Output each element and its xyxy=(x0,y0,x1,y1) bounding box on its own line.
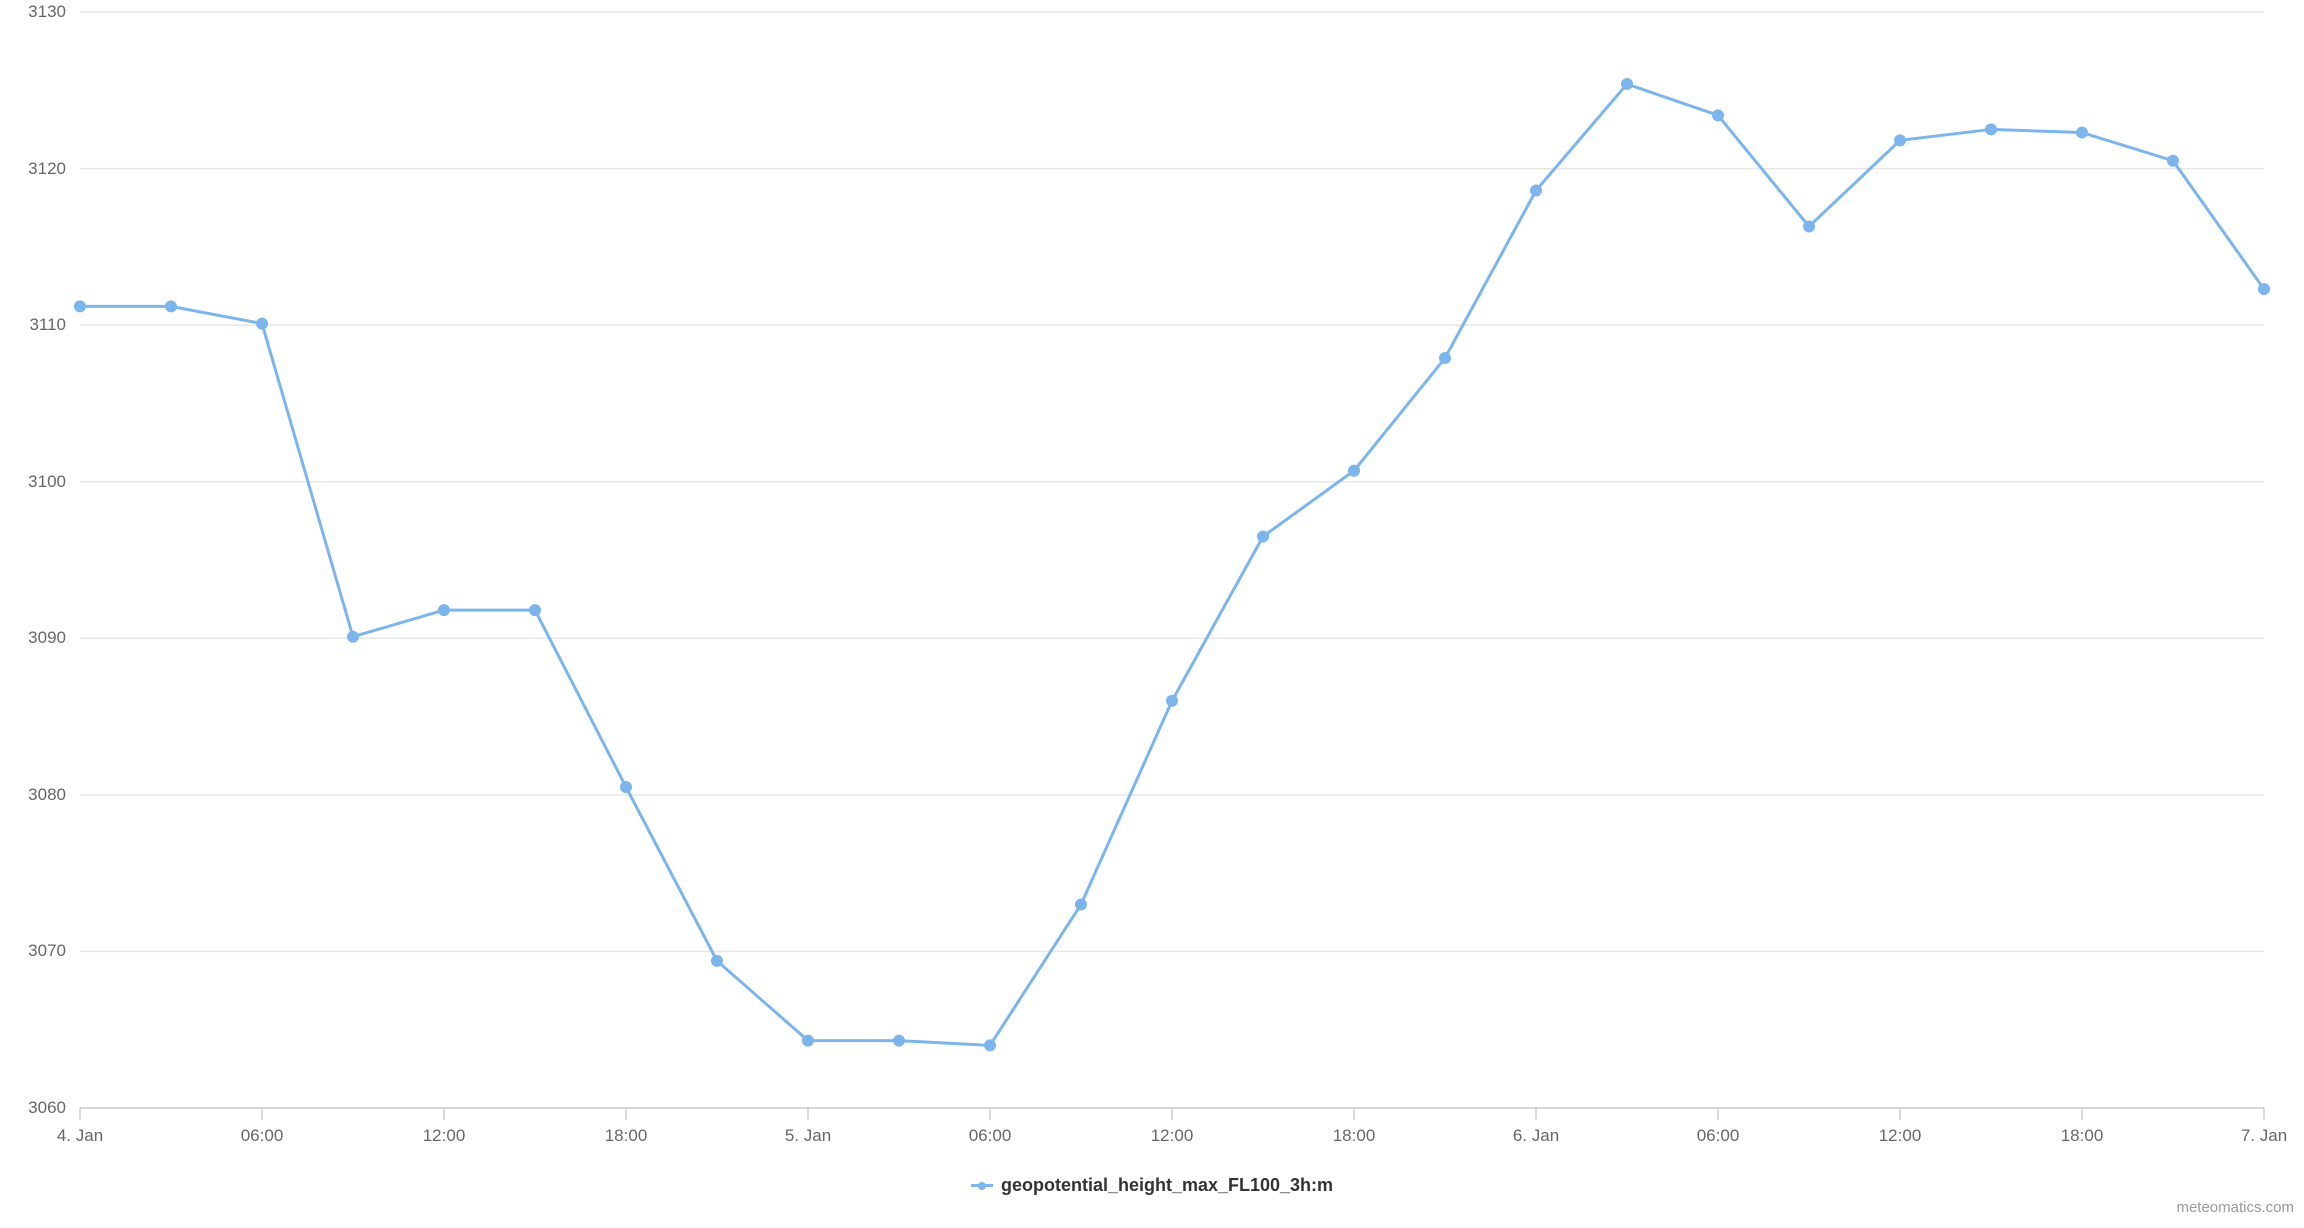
x-tick-label: 18:00 xyxy=(1333,1126,1376,1146)
credits-link[interactable]: meteomatics.com xyxy=(2176,1199,2294,1216)
x-tick-label: 7. Jan xyxy=(2241,1126,2287,1146)
x-tick-label: 18:00 xyxy=(2061,1126,2104,1146)
x-tick-label: 18:00 xyxy=(605,1126,648,1146)
chart-container: 3060 3070 3080 3090 3100 3110 3120 3130 4. Jan 0… xyxy=(0,0,2304,1228)
series-marker[interactable] xyxy=(256,318,268,330)
y-tick-label: 3080 xyxy=(0,785,66,805)
y-tick-label: 3130 xyxy=(0,2,66,22)
series-marker[interactable] xyxy=(1985,123,1997,135)
series-marker[interactable] xyxy=(620,781,632,793)
series-marker[interactable] xyxy=(1621,78,1633,90)
series-line xyxy=(80,84,2264,1045)
series-marker[interactable] xyxy=(2258,283,2270,295)
series-marker[interactable] xyxy=(711,955,723,967)
x-tick-label: 4. Jan xyxy=(57,1126,103,1146)
series-marker[interactable] xyxy=(438,604,450,616)
series-marker[interactable] xyxy=(1075,898,1087,910)
series-marker[interactable] xyxy=(893,1035,905,1047)
series-marker[interactable] xyxy=(802,1035,814,1047)
x-tick-label: 12:00 xyxy=(423,1126,466,1146)
series-marker[interactable] xyxy=(74,300,86,312)
series-marker[interactable] xyxy=(2167,155,2179,167)
y-tick-label: 3060 xyxy=(0,1098,66,1118)
x-tick-label: 06:00 xyxy=(241,1126,284,1146)
legend-label: geopotential_height_max_FL100_3h:m xyxy=(1001,1175,1333,1196)
series-marker[interactable] xyxy=(1712,109,1724,121)
x-tick-label: 6. Jan xyxy=(1513,1126,1559,1146)
y-tick-label: 3100 xyxy=(0,472,66,492)
series-marker[interactable] xyxy=(984,1039,996,1051)
x-tick-label: 06:00 xyxy=(1697,1126,1740,1146)
series-marker[interactable] xyxy=(1348,465,1360,477)
legend-swatch xyxy=(971,1184,993,1187)
x-tick-label: 5. Jan xyxy=(785,1126,831,1146)
series-marker[interactable] xyxy=(1166,695,1178,707)
series-marker[interactable] xyxy=(1439,352,1451,364)
y-tick-label: 3110 xyxy=(0,315,66,335)
series-marker[interactable] xyxy=(529,604,541,616)
series-marker[interactable] xyxy=(1257,531,1269,543)
series-marker[interactable] xyxy=(165,300,177,312)
y-tick-label: 3070 xyxy=(0,941,66,961)
series-marker[interactable] xyxy=(1803,221,1815,233)
series-marker[interactable] xyxy=(347,631,359,643)
y-tick-label: 3090 xyxy=(0,628,66,648)
y-tick-label: 3120 xyxy=(0,159,66,179)
x-tick-label: 12:00 xyxy=(1879,1126,1922,1146)
x-tick-label: 12:00 xyxy=(1151,1126,1194,1146)
chart-legend[interactable]: geopotential_height_max_FL100_3h:m xyxy=(971,1175,1333,1196)
plot-svg xyxy=(0,0,2304,1228)
x-tick-label: 06:00 xyxy=(969,1126,1012,1146)
series-marker[interactable] xyxy=(1530,184,1542,196)
series-marker[interactable] xyxy=(2076,127,2088,139)
series-marker[interactable] xyxy=(1894,134,1906,146)
